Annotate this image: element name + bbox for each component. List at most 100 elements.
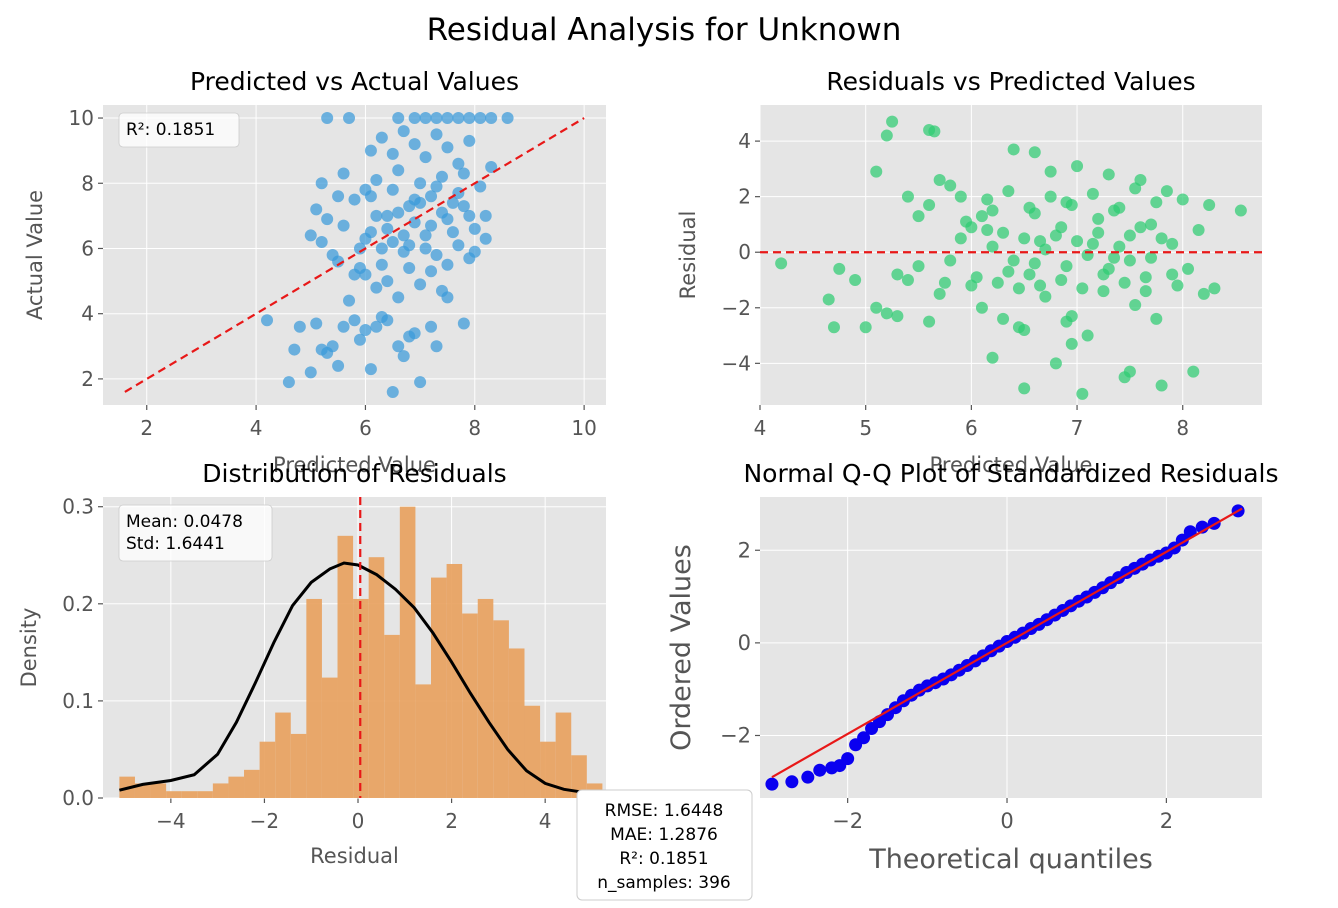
scatter-point xyxy=(928,125,941,138)
scatter-point xyxy=(1060,315,1073,328)
scatter-point xyxy=(938,276,951,289)
scatter-point xyxy=(1176,193,1189,206)
pred_vs_actual-ylabel: Actual Value xyxy=(23,190,47,320)
identity-reference-line xyxy=(124,117,585,393)
scatter-point xyxy=(1076,387,1089,400)
scatter-point xyxy=(1113,240,1126,253)
residual_distribution-xtick-label: −2 xyxy=(250,809,279,833)
histogram-bar xyxy=(540,741,556,798)
scatter-point xyxy=(430,340,443,353)
scatter-point xyxy=(870,165,883,178)
residuals_vs_pred-title: Residuals vs Predicted Values xyxy=(826,67,1195,96)
residuals_vs_pred-ytick-label: 2 xyxy=(738,185,751,209)
scatter-point xyxy=(1049,229,1062,242)
scatter-point xyxy=(997,312,1010,325)
kde-curve xyxy=(119,561,583,794)
scatter-point xyxy=(452,112,465,125)
scatter-point xyxy=(1002,265,1015,278)
scatter-point xyxy=(332,359,345,372)
histogram-bar xyxy=(181,791,198,798)
scatter-point xyxy=(1086,237,1099,250)
scatter-point xyxy=(986,351,999,364)
histogram-bar xyxy=(244,769,260,798)
scatter-point xyxy=(1171,279,1184,292)
scatter-point xyxy=(408,216,421,229)
scatter-point xyxy=(386,147,399,160)
scatter-point xyxy=(1134,221,1147,234)
scatter-point xyxy=(849,274,862,286)
scatter-point xyxy=(419,229,432,242)
scatter-point xyxy=(813,763,827,777)
qq_plot-marks xyxy=(765,504,1245,791)
histogram-bar xyxy=(462,613,478,798)
scatter-point xyxy=(337,167,350,180)
residual_distribution-marks xyxy=(119,497,606,798)
scatter-point xyxy=(315,235,328,248)
scatter-point xyxy=(886,115,899,128)
scatter-point xyxy=(975,301,988,314)
scatter-point xyxy=(765,777,779,791)
residual_distribution-ytick-label: 0.2 xyxy=(62,592,94,616)
scatter-point xyxy=(364,363,377,376)
scatter-point xyxy=(441,141,454,154)
residuals_vs_pred-ytick-label: −4 xyxy=(722,351,751,375)
pred_vs_actual-ytick-label: 2 xyxy=(81,367,94,391)
scatter-point xyxy=(381,209,394,222)
scatter-point xyxy=(923,199,936,211)
scatter-point xyxy=(348,193,361,206)
scatter-point xyxy=(1139,285,1152,298)
scatter-point xyxy=(414,376,427,389)
scatter-point xyxy=(386,183,399,196)
scatter-point xyxy=(419,112,432,125)
histogram-bar xyxy=(493,620,509,798)
scatter-point xyxy=(474,112,487,125)
scatter-point xyxy=(452,157,465,170)
scatter-point xyxy=(901,274,914,286)
scatter-point xyxy=(1155,232,1168,245)
histogram-bar xyxy=(134,783,151,798)
scatter-point xyxy=(408,112,421,125)
scatter-point xyxy=(293,320,306,333)
scatter-point xyxy=(375,131,388,144)
residuals_vs_pred-ytick-label: −2 xyxy=(722,296,751,320)
scatter-point xyxy=(381,222,394,235)
residuals_vs_pred-xtick-label: 8 xyxy=(1176,416,1189,440)
scatter-point xyxy=(1102,168,1115,181)
scatter-point xyxy=(801,770,815,784)
scatter-point xyxy=(785,775,799,789)
qq_plot-ylabel: Ordered Values xyxy=(666,544,697,751)
qq_plot-xtick-label: −2 xyxy=(832,809,863,833)
histogram-bar xyxy=(275,712,291,798)
scatter-point xyxy=(933,174,946,186)
scatter-point xyxy=(1139,271,1152,284)
scatter-point xyxy=(452,239,465,252)
scatter-point xyxy=(370,320,383,333)
residual_distribution-annotation-text: Mean: 0.0478 xyxy=(126,512,243,532)
qq_plot-xtick-label: 0 xyxy=(1000,809,1013,833)
histogram-bar xyxy=(197,791,213,798)
scatter-point xyxy=(1155,379,1168,392)
scatter-point xyxy=(870,301,883,314)
residuals_vs_pred-xlabel: Predicted Value xyxy=(930,453,1093,477)
scatter-point xyxy=(1086,187,1099,200)
scatter-point xyxy=(1150,312,1163,325)
histogram-bar xyxy=(399,506,416,798)
scatter-point xyxy=(1012,282,1025,295)
scatter-point xyxy=(975,210,988,223)
scatter-point xyxy=(485,160,498,173)
scatter-point xyxy=(463,209,476,222)
pred_vs_actual-xtick-label: 2 xyxy=(140,416,153,440)
scatter-point xyxy=(403,330,416,343)
histogram-bar xyxy=(306,598,322,798)
scatter-point xyxy=(1018,232,1031,245)
scatter-point xyxy=(841,752,855,766)
residuals_vs_pred-ylabel: Residual xyxy=(676,211,700,300)
scatter-point xyxy=(775,257,788,270)
scatter-point xyxy=(364,144,377,157)
scatter-point xyxy=(446,226,459,239)
histogram-bar xyxy=(431,577,447,798)
scatter-point xyxy=(408,193,421,206)
scatter-point xyxy=(891,310,904,323)
scatter-point xyxy=(392,112,405,125)
